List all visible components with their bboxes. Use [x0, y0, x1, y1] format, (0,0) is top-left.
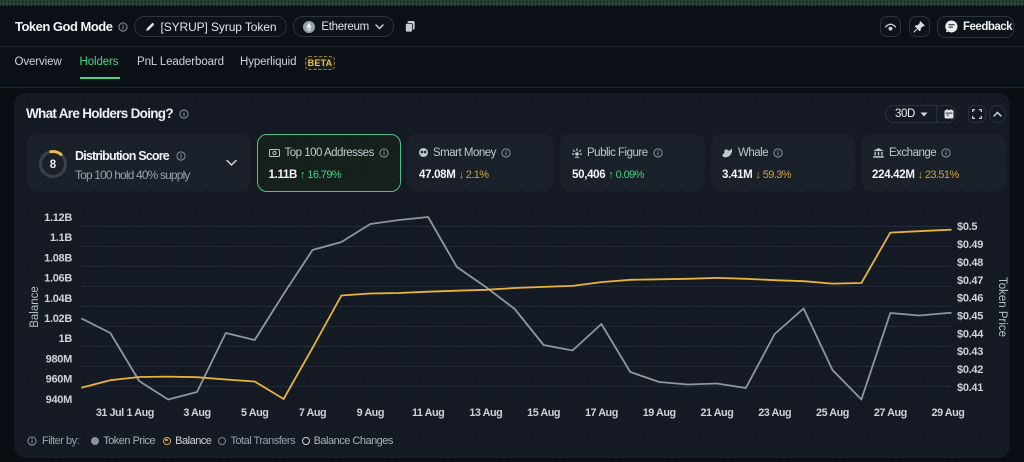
svg-text:1.12B: 1.12B [44, 212, 72, 224]
svg-text:940M: 940M [46, 394, 72, 406]
svg-text:1.04B: 1.04B [44, 293, 72, 305]
svg-text:$0.43: $0.43 [957, 346, 983, 358]
svg-text:1.1B: 1.1B [50, 232, 72, 244]
svg-text:980M: 980M [46, 353, 72, 365]
svg-text:25 Aug: 25 Aug [816, 407, 849, 419]
svg-text:11 Aug: 11 Aug [412, 407, 444, 419]
svg-text:21 Aug: 21 Aug [700, 407, 733, 419]
svg-text:1B: 1B [59, 333, 73, 345]
svg-text:8: 8 [50, 159, 57, 171]
svg-text:$0.45: $0.45 [957, 311, 983, 323]
svg-text:$0.44: $0.44 [957, 328, 984, 340]
svg-text:$0.5: $0.5 [957, 221, 977, 233]
svg-text:9 Aug: 9 Aug [357, 407, 384, 419]
svg-text:1.08B: 1.08B [44, 252, 72, 264]
svg-text:Balance: Balance [29, 286, 41, 328]
svg-text:3 Aug: 3 Aug [183, 407, 210, 419]
svg-text:5 Aug: 5 Aug [241, 407, 268, 419]
svg-text:23 Aug: 23 Aug [758, 407, 791, 419]
svg-text:$0.46: $0.46 [957, 293, 983, 305]
svg-text:1.02B: 1.02B [44, 313, 72, 325]
svg-text:29 Aug: 29 Aug [932, 407, 965, 419]
svg-text:17 Aug: 17 Aug [585, 407, 618, 419]
svg-text:$0.41: $0.41 [957, 382, 983, 394]
svg-text:1 Aug: 1 Aug [127, 407, 154, 419]
svg-text:$0.49: $0.49 [957, 239, 983, 251]
svg-text:$0.47: $0.47 [957, 275, 983, 287]
svg-text:31 Jul: 31 Jul [96, 407, 124, 419]
svg-text:7 Aug: 7 Aug [299, 407, 326, 419]
svg-text:27 Aug: 27 Aug [874, 407, 907, 419]
svg-text:19 Aug: 19 Aug [643, 407, 676, 419]
svg-text:15 Aug: 15 Aug [527, 407, 560, 419]
svg-text:$0.48: $0.48 [957, 257, 983, 269]
svg-text:$0.42: $0.42 [957, 364, 983, 376]
svg-text:13 Aug: 13 Aug [469, 407, 502, 419]
svg-text:Token Price: Token Price [996, 277, 1008, 337]
svg-text:1.06B: 1.06B [44, 273, 72, 285]
svg-text:960M: 960M [46, 374, 72, 386]
